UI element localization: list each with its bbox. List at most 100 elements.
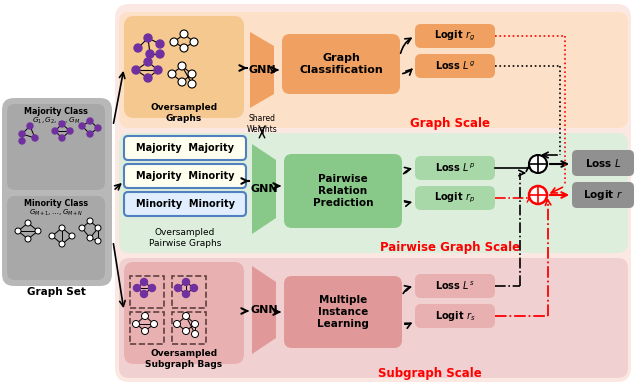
FancyBboxPatch shape: [124, 262, 244, 364]
Circle shape: [32, 135, 38, 141]
Polygon shape: [252, 144, 276, 234]
Circle shape: [19, 131, 25, 137]
Text: Minority  Minority: Minority Minority: [136, 199, 234, 209]
Bar: [130, 276, 164, 308]
FancyBboxPatch shape: [115, 4, 631, 382]
FancyBboxPatch shape: [572, 182, 634, 208]
Circle shape: [188, 80, 196, 88]
FancyBboxPatch shape: [415, 186, 495, 210]
Circle shape: [141, 327, 148, 335]
Circle shape: [69, 233, 75, 239]
Circle shape: [87, 131, 93, 137]
Text: Oversampled
Graphs: Oversampled Graphs: [150, 103, 218, 123]
Circle shape: [15, 228, 21, 234]
Circle shape: [182, 279, 189, 286]
Text: Logit $r_g$: Logit $r_g$: [435, 29, 476, 43]
Circle shape: [59, 241, 65, 247]
FancyBboxPatch shape: [415, 274, 495, 298]
Circle shape: [180, 44, 188, 52]
Circle shape: [529, 155, 547, 173]
FancyBboxPatch shape: [284, 154, 402, 228]
Circle shape: [95, 125, 101, 131]
Circle shape: [59, 121, 65, 127]
Text: Graph Set: Graph Set: [27, 287, 85, 297]
Circle shape: [173, 320, 180, 327]
Circle shape: [79, 123, 85, 129]
Circle shape: [190, 38, 198, 46]
Circle shape: [134, 44, 142, 52]
Bar: [172, 276, 206, 308]
Circle shape: [134, 284, 141, 291]
FancyBboxPatch shape: [124, 192, 246, 216]
Circle shape: [144, 74, 152, 82]
FancyBboxPatch shape: [415, 24, 495, 48]
Bar: [172, 312, 206, 344]
Text: Shared
Weights: Shared Weights: [246, 114, 277, 134]
FancyBboxPatch shape: [124, 16, 244, 118]
Circle shape: [87, 118, 93, 124]
Text: Graph Scale: Graph Scale: [410, 117, 490, 129]
Circle shape: [178, 62, 186, 70]
FancyBboxPatch shape: [282, 34, 400, 94]
FancyBboxPatch shape: [119, 258, 628, 378]
Circle shape: [87, 235, 93, 241]
Circle shape: [141, 313, 148, 320]
Circle shape: [49, 233, 55, 239]
Text: Majority  Majority: Majority Majority: [136, 143, 234, 153]
Circle shape: [156, 40, 164, 48]
Circle shape: [25, 236, 31, 242]
Polygon shape: [252, 266, 276, 354]
Polygon shape: [250, 32, 274, 108]
Circle shape: [144, 58, 152, 66]
Circle shape: [87, 218, 93, 224]
Circle shape: [132, 66, 140, 74]
Circle shape: [182, 313, 189, 320]
Text: Oversampled
Pairwise Graphs: Oversampled Pairwise Graphs: [149, 228, 221, 248]
Circle shape: [182, 327, 189, 335]
FancyBboxPatch shape: [415, 156, 495, 180]
Text: Subgraph Scale: Subgraph Scale: [378, 366, 482, 379]
Circle shape: [529, 186, 547, 204]
Circle shape: [150, 320, 157, 327]
Text: Pairwise Graph Scale: Pairwise Graph Scale: [380, 242, 520, 254]
Circle shape: [19, 138, 25, 144]
Circle shape: [141, 279, 147, 286]
Text: Logit $r_s$: Logit $r_s$: [435, 309, 476, 323]
FancyBboxPatch shape: [415, 54, 495, 78]
Circle shape: [144, 34, 152, 42]
FancyBboxPatch shape: [124, 136, 246, 160]
Circle shape: [95, 225, 101, 231]
FancyBboxPatch shape: [572, 150, 634, 176]
Circle shape: [154, 66, 162, 74]
Circle shape: [27, 123, 33, 129]
Text: GNN: GNN: [248, 65, 276, 75]
Circle shape: [25, 220, 31, 226]
Text: Minority Class: Minority Class: [24, 200, 88, 208]
Circle shape: [52, 128, 58, 134]
FancyBboxPatch shape: [7, 196, 105, 280]
Circle shape: [132, 320, 140, 327]
Text: Logit $r$: Logit $r$: [583, 188, 623, 202]
Circle shape: [146, 50, 154, 58]
Circle shape: [168, 70, 176, 78]
FancyBboxPatch shape: [284, 276, 402, 348]
Circle shape: [59, 135, 65, 141]
Circle shape: [67, 128, 73, 134]
Circle shape: [175, 284, 182, 291]
Circle shape: [148, 284, 156, 291]
Circle shape: [59, 225, 65, 231]
Text: GNN: GNN: [250, 184, 278, 194]
Text: Majority Class: Majority Class: [24, 107, 88, 117]
FancyBboxPatch shape: [2, 98, 112, 286]
Circle shape: [178, 78, 186, 86]
Text: Loss $L$: Loss $L$: [584, 157, 621, 169]
Circle shape: [170, 38, 178, 46]
Text: Oversampled
Subgraph Bags: Oversampled Subgraph Bags: [145, 349, 223, 369]
Text: Logit $r_p$: Logit $r_p$: [435, 191, 476, 205]
Circle shape: [188, 70, 196, 78]
Text: Multiple
Instance
Learning: Multiple Instance Learning: [317, 295, 369, 328]
Circle shape: [182, 291, 189, 298]
Text: $G_1, G_2, \ldots, G_M$: $G_1, G_2, \ldots, G_M$: [32, 116, 80, 126]
Text: Loss $L^p$: Loss $L^p$: [435, 162, 475, 174]
Text: Pairwise
Relation
Prediction: Pairwise Relation Prediction: [313, 174, 373, 208]
